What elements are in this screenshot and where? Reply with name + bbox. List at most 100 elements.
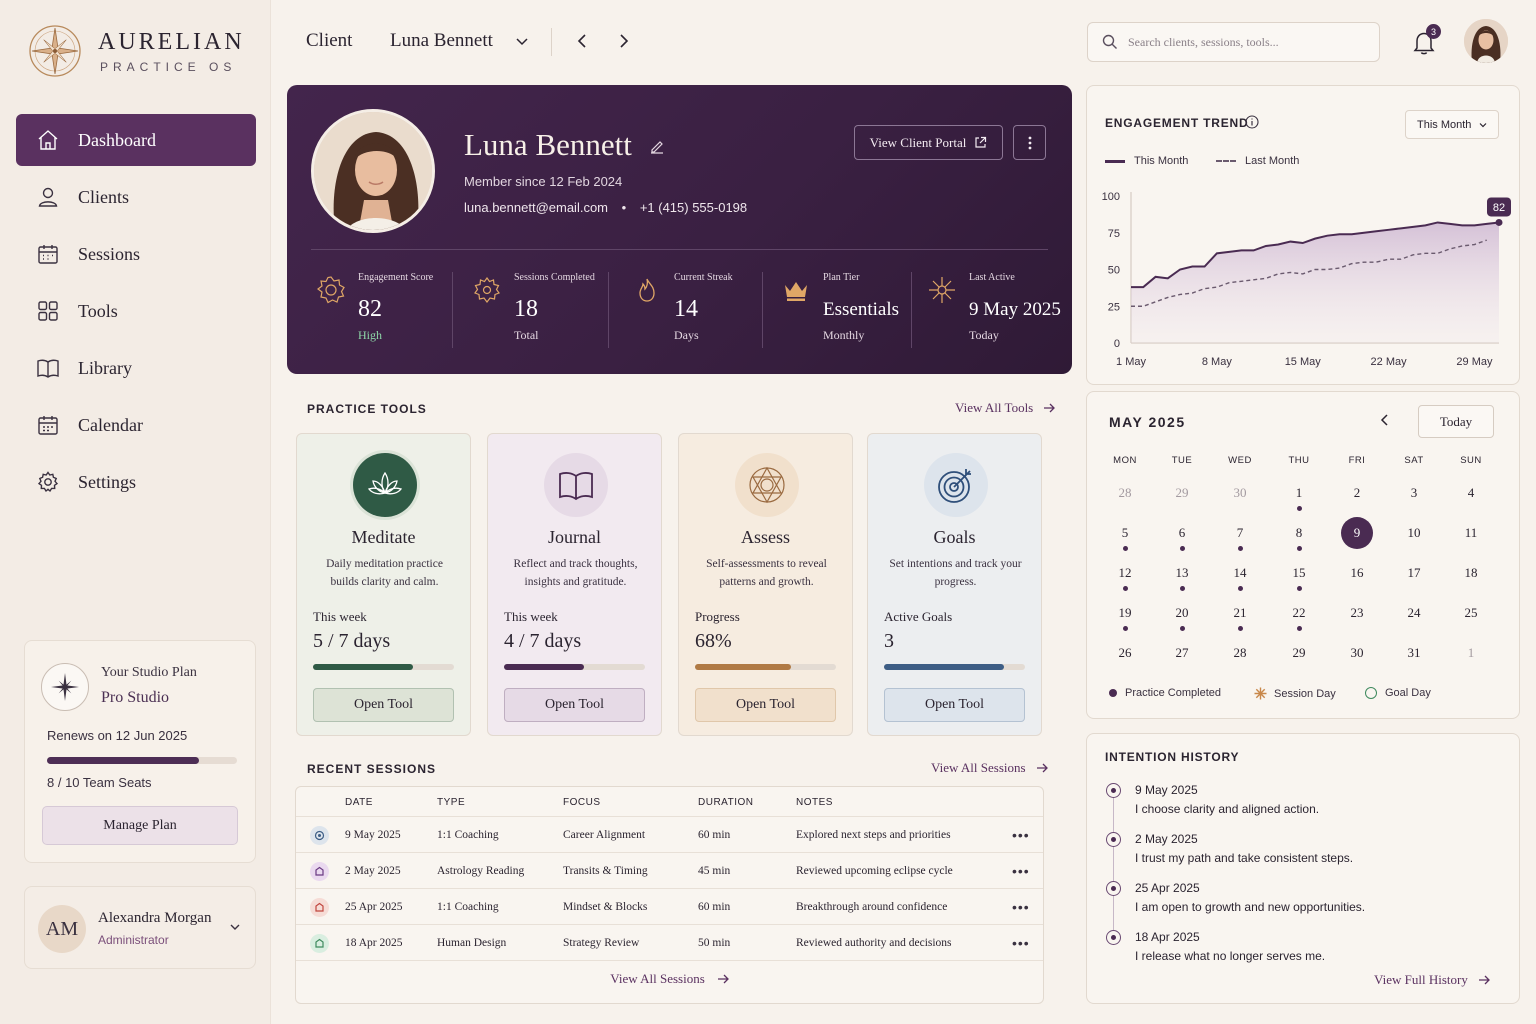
nav-item-sessions[interactable]: Sessions	[16, 228, 256, 280]
chevron-left-icon[interactable]	[576, 33, 590, 49]
column-header[interactable]: DATE	[345, 796, 373, 808]
view-client-portal-button[interactable]: View Client Portal	[854, 125, 1003, 160]
nav-item-settings[interactable]: Settings	[16, 456, 256, 508]
book-open-icon	[544, 453, 608, 517]
calendar-day[interactable]: 11	[1451, 516, 1491, 550]
open-tool-button[interactable]: Open Tool	[313, 688, 454, 722]
search-box[interactable]	[1087, 22, 1380, 62]
calendar-day[interactable]: 13	[1162, 556, 1202, 590]
client-email[interactable]: luna.bennett@email.com	[464, 200, 608, 215]
edit-pencil-icon[interactable]	[649, 138, 665, 154]
day-number: 3	[1410, 485, 1418, 500]
today-button[interactable]: Today	[1418, 405, 1494, 438]
view-all-sessions-footer-link[interactable]: View All Sessions	[296, 971, 1043, 987]
chevron-right-icon[interactable]	[616, 33, 630, 49]
calendar-day[interactable]: 1	[1451, 636, 1491, 670]
calendar-day[interactable]: 23	[1337, 596, 1377, 630]
client-phone[interactable]: +1 (415) 555-0198	[639, 200, 748, 215]
row-more-icon[interactable]: •••	[1012, 827, 1030, 843]
chevron-down-icon[interactable]	[515, 34, 529, 48]
column-header[interactable]: DURATION	[698, 796, 754, 808]
calendar-day[interactable]: 16	[1337, 556, 1377, 590]
weekday-header: SAT	[1404, 455, 1424, 466]
user-account-menu[interactable]: AM Alexandra Morgan Administrator	[24, 886, 256, 969]
nav-item-clients[interactable]: Clients	[16, 171, 256, 223]
row-more-icon[interactable]: •••	[1012, 899, 1030, 915]
calendar-day[interactable]: 20	[1162, 596, 1202, 630]
client-selector[interactable]: Luna Bennett	[390, 30, 493, 51]
table-row[interactable]: 18 Apr 2025 Human Design Strategy Review…	[296, 925, 1043, 961]
calendar-day[interactable]: 12	[1105, 556, 1145, 590]
timeline-node-icon	[1106, 930, 1121, 945]
column-header[interactable]: TYPE	[437, 796, 466, 808]
tool-progress-bar	[504, 664, 645, 670]
nav-item-dashboard[interactable]: Dashboard	[16, 114, 256, 166]
calendar-day[interactable]: 30	[1220, 476, 1260, 510]
nav-label: Clients	[78, 186, 130, 207]
calendar-day[interactable]: 7	[1220, 516, 1260, 550]
stat-label: Sessions Completed	[514, 272, 595, 283]
column-header[interactable]: NOTES	[796, 796, 833, 808]
last-point-marker	[1495, 218, 1503, 226]
calendar-day[interactable]: 25	[1451, 596, 1491, 630]
view-full-history-link[interactable]: View Full History	[1374, 972, 1490, 988]
calendar-day[interactable]: 29	[1279, 636, 1319, 670]
calendar-day[interactable]: 17	[1394, 556, 1434, 590]
practice-dot	[1237, 546, 1243, 551]
period-select[interactable]: This Month	[1405, 110, 1499, 139]
plan-name: Pro Studio	[101, 689, 170, 706]
row-more-icon[interactable]: •••	[1012, 935, 1030, 951]
table-row[interactable]: 2 May 2025 Astrology Reading Transits & …	[296, 853, 1043, 889]
calendar-day[interactable]: 3	[1394, 476, 1434, 510]
calendar-day[interactable]: 27	[1162, 636, 1202, 670]
calendar-day[interactable]: 2	[1337, 476, 1377, 510]
table-row[interactable]: 9 May 2025 1:1 Coaching Career Alignment…	[296, 817, 1043, 853]
table-row[interactable]: 25 Apr 2025 1:1 Coaching Mindset & Block…	[296, 889, 1043, 925]
stat-value: 82	[358, 296, 382, 322]
calendar-day[interactable]: 26	[1105, 636, 1145, 670]
calendar-day[interactable]: 10	[1394, 516, 1434, 550]
calendar-day[interactable]: 15	[1279, 556, 1319, 590]
bell-icon[interactable]	[1412, 30, 1436, 56]
user-avatar[interactable]	[1464, 19, 1508, 63]
nav-item-library[interactable]: Library	[16, 342, 256, 394]
calendar-day[interactable]: 4	[1451, 476, 1491, 510]
calendar-day[interactable]: 31	[1394, 636, 1434, 670]
calendar-day[interactable]: 28	[1105, 476, 1145, 510]
calendar-day[interactable]: 30	[1337, 636, 1377, 670]
chevron-down-icon[interactable]	[229, 921, 241, 933]
nav-item-tools[interactable]: Tools	[16, 285, 256, 337]
open-tool-button[interactable]: Open Tool	[504, 688, 645, 722]
grid-icon	[38, 301, 58, 321]
calendar-day[interactable]: 18	[1451, 556, 1491, 590]
coaching-session-icon	[310, 898, 329, 917]
calendar-day[interactable]: 22	[1279, 596, 1319, 630]
calendar-day[interactable]: 8	[1279, 516, 1319, 550]
calendar-day[interactable]: 14	[1220, 556, 1260, 590]
session-focus: Career Alignment	[563, 829, 646, 841]
more-options-button[interactable]	[1013, 125, 1046, 160]
search-input[interactable]	[1128, 34, 1368, 50]
calendar-day[interactable]: 24	[1394, 596, 1434, 630]
brand[interactable]: AURELIAN PRACTICE OS	[28, 24, 245, 78]
column-header[interactable]: FOCUS	[563, 796, 601, 808]
session-focus: Transits & Timing	[563, 865, 648, 877]
calendar-day[interactable]: 29	[1162, 476, 1202, 510]
chevron-left-icon[interactable]	[1379, 413, 1391, 427]
open-tool-button[interactable]: Open Tool	[884, 688, 1025, 722]
row-more-icon[interactable]: •••	[1012, 863, 1030, 879]
view-all-tools-link[interactable]: View All Tools	[955, 400, 1056, 416]
open-tool-button[interactable]: Open Tool	[695, 688, 836, 722]
calendar-day[interactable]: 1	[1279, 476, 1319, 510]
info-icon[interactable]	[1245, 115, 1259, 129]
session-type: Human Design	[437, 937, 507, 949]
calendar-day[interactable]: 6	[1162, 516, 1202, 550]
calendar-day[interactable]: 5	[1105, 516, 1145, 550]
calendar-day[interactable]: 19	[1105, 596, 1145, 630]
calendar-day[interactable]: 21	[1220, 596, 1260, 630]
view-all-sessions-link[interactable]: View All Sessions	[931, 760, 1048, 776]
calendar-day[interactable]: 28	[1220, 636, 1260, 670]
calendar-day-selected[interactable]: 9	[1337, 516, 1377, 550]
nav-item-calendar[interactable]: Calendar	[16, 399, 256, 451]
manage-plan-button[interactable]: Manage Plan	[42, 806, 238, 845]
